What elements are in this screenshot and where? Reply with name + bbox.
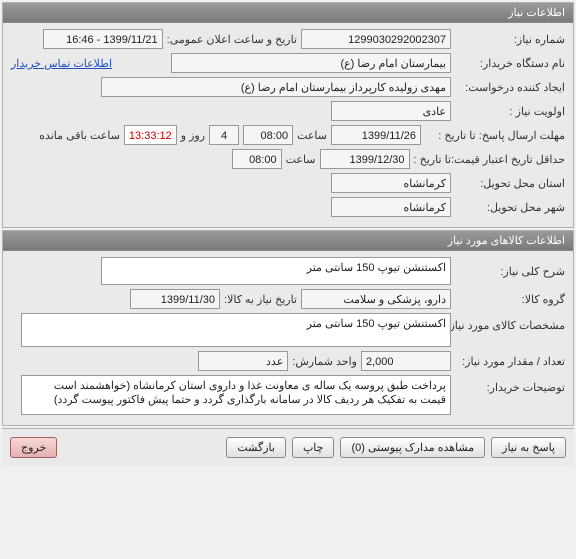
priority-field: عادی [331, 101, 451, 121]
province-label: استان محل تحویل: [455, 177, 565, 190]
need-number-field: 1299030292002307 [301, 29, 451, 49]
buyer-contact-link[interactable]: اطلاعات تماس خریدار [11, 57, 112, 70]
city-field: کرمانشاه [331, 197, 451, 217]
days-left-field: 4 [209, 125, 239, 145]
general-desc-field: اکستنشن تیوپ 150 سانتی متر [101, 257, 451, 285]
remaining-label: ساعت باقی مانده [39, 129, 120, 142]
general-desc-label: شرح کلی نیاز: [455, 265, 565, 278]
spec-field: اکستنشن تیوپ 150 سانتی متر [21, 313, 451, 347]
need-number-label: شماره نیاز: [455, 33, 565, 46]
delivery-date-field: 1399/11/30 [130, 289, 220, 309]
validity-time-label: ساعت [286, 153, 316, 166]
exit-button[interactable]: خروج [10, 437, 57, 458]
validity-date-field: 1399/12/30 [320, 149, 410, 169]
validity-time-field: 08:00 [232, 149, 282, 169]
requester-field: مهدی زولیده کارپرداز بیمارستان امام رضا … [101, 77, 451, 97]
panel2-header: اطلاعات کالاهای مورد نیاز [3, 231, 573, 251]
buyer-org-label: نام دستگاه خریدار: [455, 57, 565, 70]
delivery-date-label: تاریخ نیاز به کالا: [224, 293, 297, 306]
spec-label: مشخصات کالای مورد نیاز: [455, 313, 565, 332]
province-field: کرمانشاه [331, 173, 451, 193]
qty-label: تعداد / مقدار مورد نیاز: [455, 355, 565, 368]
back-button[interactable]: بازگشت [226, 437, 286, 458]
priority-label: اولویت نیاز : [455, 105, 565, 118]
public-datetime-label: تاریخ و ساعت اعلان عمومی: [167, 33, 297, 46]
attachments-button[interactable]: مشاهده مدارک پیوستی (0) [340, 437, 485, 458]
notes-label: توضیحات خریدار: [455, 375, 565, 394]
deadline-date-field: 1399/11/26 [331, 125, 421, 145]
days-label: روز و [181, 129, 205, 142]
group-field: دارو، پزشکی و سلامت [301, 289, 451, 309]
qty-field: 2,000 [361, 351, 451, 371]
panel-goods-info: اطلاعات کالاهای مورد نیاز شرح کلی نیاز: … [2, 230, 574, 426]
public-datetime-field: 1399/11/21 - 16:46 [43, 29, 163, 49]
countdown-field: 13:33:12 [124, 125, 177, 145]
validity-to-label: تا تاریخ : [414, 153, 451, 166]
unit-field: عدد [198, 351, 288, 371]
buyer-org-field: بیمارستان امام رضا (ع) [171, 53, 451, 73]
group-label: گروه کالا: [455, 293, 565, 306]
deadline-time-label: ساعت [297, 129, 327, 142]
city-label: شهر محل تحویل: [455, 201, 565, 214]
button-bar: پاسخ به نیاز مشاهده مدارک پیوستی (0) چاپ… [2, 428, 574, 466]
panel1-header: اطلاعات نیاز [3, 3, 573, 23]
respond-button[interactable]: پاسخ به نیاز [491, 437, 566, 458]
deadline-time-field: 08:00 [243, 125, 293, 145]
deadline-label: مهلت ارسال پاسخ: تا تاریخ : [425, 129, 565, 142]
requester-label: ایجاد کننده درخواست: [455, 81, 565, 94]
print-button[interactable]: چاپ [292, 437, 335, 458]
notes-field: پرداخت طبق پروسه یک ساله ی معاونت غذا و … [21, 375, 451, 415]
panel-need-info: اطلاعات نیاز شماره نیاز: 129903029200230… [2, 2, 574, 228]
validity-label: حداقل تاریخ اعتبار قیمت: [455, 153, 565, 166]
unit-label: واحد شمارش: [292, 355, 357, 368]
